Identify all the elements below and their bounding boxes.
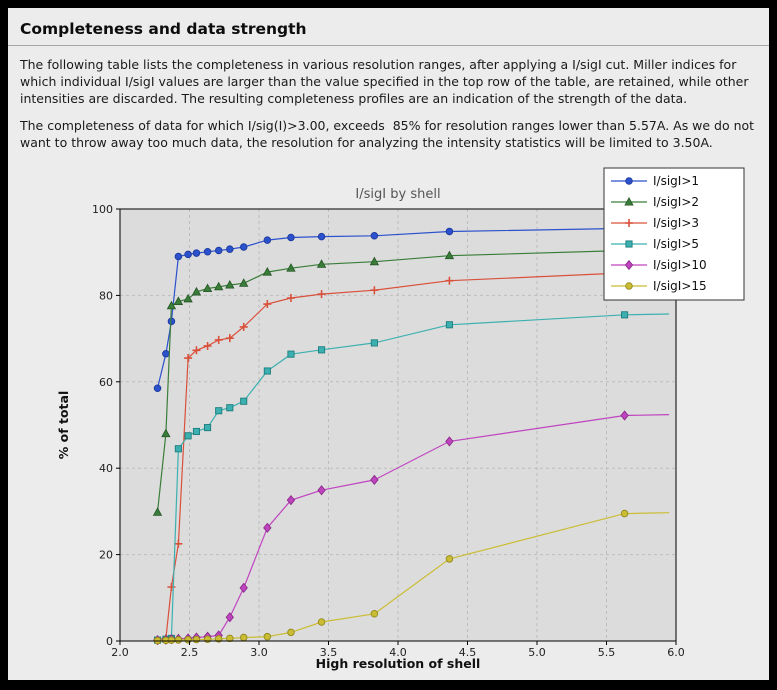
report-page: Completeness and data strength The follo… (8, 8, 769, 680)
x-tick-label: 6.0 (667, 646, 685, 659)
x-tick-label: 5.0 (528, 646, 546, 659)
x-tick-label: 2.5 (181, 646, 199, 659)
x-tick-label: 3.0 (250, 646, 268, 659)
y-tick-label: 20 (99, 549, 113, 562)
y-tick-label: 40 (99, 462, 113, 475)
series-markers-0 (153, 224, 629, 393)
x-tick-label: 4.5 (459, 646, 477, 659)
legend-label-1: I/sigI>2 (653, 195, 699, 209)
x-tick-label: 4.0 (389, 646, 407, 659)
x-tick-label: 3.5 (320, 646, 338, 659)
series-markers-5 (153, 509, 629, 645)
title-divider (8, 45, 769, 46)
chart-legend: I/sigI>1 I/sigI>2 I/sigI>3 I/sigI>5 I/sigI>1… (603, 167, 745, 301)
page-title: Completeness and data strength (20, 20, 307, 38)
conclusion-paragraph: The completeness of data for which I/sig… (20, 118, 759, 150)
chart-title: I/sigI by shell (355, 187, 440, 202)
y-tick-label: 0 (106, 635, 113, 648)
legend-label-2: I/sigI>3 (653, 216, 699, 230)
legend-label-0: I/sigI>1 (653, 174, 699, 188)
x-tick-label: 2.0 (111, 646, 129, 659)
legend-label-3: I/sigI>5 (653, 237, 699, 251)
completeness-chart: 2.0 2.5 3.0 3.5 4.0 4.5 5.0 5.5 6.0 0 20 40 60 80 100 I… (56, 167, 745, 671)
intro-paragraph: The following table lists the completene… (20, 57, 753, 106)
x-axis-label: High resolution of shell (316, 656, 481, 671)
legend-label-4: I/sigI>10 (653, 258, 707, 272)
legend-label-5: I/sigI>15 (653, 279, 707, 293)
chart-figure: 2.0 2.5 3.0 3.5 4.0 4.5 5.0 5.5 6.0 0 20 40 60 80 100 I… (18, 160, 768, 680)
y-tick-label: 100 (92, 203, 113, 216)
y-tick-label: 60 (99, 376, 113, 389)
y-axis-label: % of total (56, 391, 71, 460)
y-tick-label: 80 (99, 289, 113, 302)
x-tick-label: 5.5 (598, 646, 616, 659)
